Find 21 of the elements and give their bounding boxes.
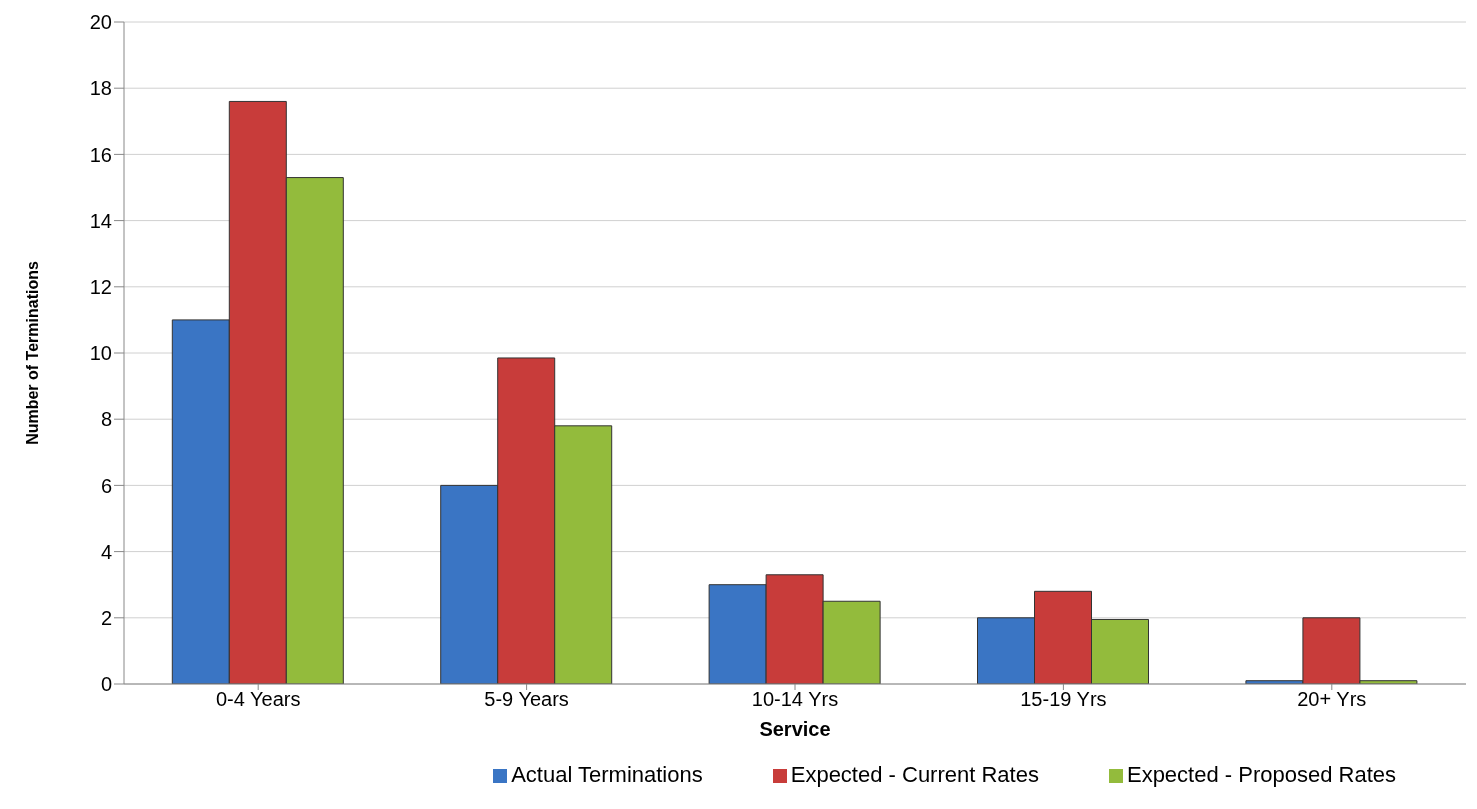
y-tick-label: 0 xyxy=(100,673,112,696)
legend-label: Actual Terminations xyxy=(511,762,703,787)
y-tick-label: 4 xyxy=(100,540,112,563)
y-axis-title: Number of Terminations xyxy=(23,261,41,445)
y-tick-label: 8 xyxy=(100,408,112,431)
x-tick-label: 15-19 Yrs xyxy=(1020,688,1107,711)
legend-label: Expected - Current Rates xyxy=(790,762,1039,787)
y-tick-label: 18 xyxy=(89,77,112,100)
x-axis-title: Service xyxy=(759,718,831,740)
x-tick-label: 10-14 Yrs xyxy=(751,688,839,711)
x-tick-label: 5-9 Years xyxy=(484,688,569,711)
x-tick-label: 20+ Yrs xyxy=(1297,688,1367,711)
y-tick-label: 10 xyxy=(89,342,112,365)
y-tick-label: 14 xyxy=(89,209,112,232)
legend-label: Expected - Proposed Rates xyxy=(1126,762,1396,787)
y-tick-label: 20 xyxy=(89,11,112,34)
y-tick-label: 16 xyxy=(89,143,112,166)
x-tick-label: 0-4 Years xyxy=(215,688,301,711)
y-tick-label: 2 xyxy=(100,606,112,629)
y-tick-label: 12 xyxy=(89,275,112,298)
y-tick-label: 6 xyxy=(100,474,112,497)
